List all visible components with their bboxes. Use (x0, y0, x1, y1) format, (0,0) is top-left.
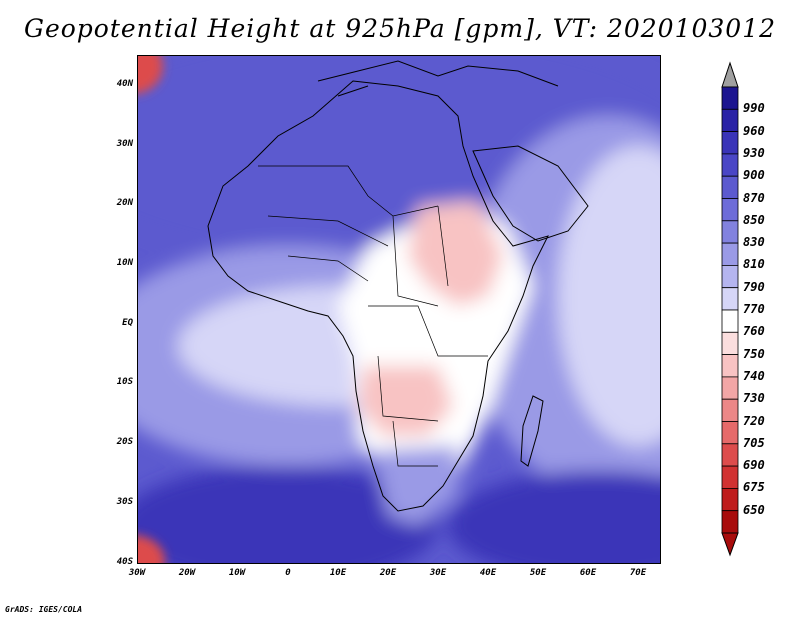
lon-label: 50E (529, 568, 547, 578)
lat-label: EQ (122, 318, 133, 328)
colorbar-swatch (721, 354, 739, 378)
colorbar-level-label: 760 (743, 324, 765, 339)
colorbar-level-label: 730 (743, 391, 765, 406)
colorbar-swatch (721, 331, 739, 355)
colorbar-swatch (721, 309, 739, 333)
colorbar-swatch (721, 220, 739, 244)
colorbar-swatch (721, 421, 739, 445)
colorbar-level-label: 870 (743, 190, 765, 205)
sw-corner-low (138, 535, 165, 563)
nw-corner-low (138, 56, 163, 94)
colorbar-bottom-arrow (721, 532, 739, 557)
lon-label: 30E (429, 568, 447, 578)
colorbar-level-label: 770 (743, 302, 765, 316)
colorbar-swatch (721, 465, 739, 489)
colorbar-level-label: 675 (743, 480, 765, 495)
lon-label: 60E (579, 568, 597, 578)
colorbar-level-label: 810 (743, 257, 765, 272)
lon-label: 10W (228, 568, 246, 578)
arabia-coastline (472, 145, 589, 242)
map-panel (137, 55, 661, 564)
lat-label: 30N (116, 139, 133, 149)
lat-label: 20S (116, 437, 133, 447)
colorbar-level-label: 650 (743, 502, 765, 517)
colorbar-swatch (721, 108, 739, 133)
africa-coastline (207, 80, 549, 512)
colorbar-level-label: 990 (743, 101, 765, 116)
colorbar-swatch (721, 242, 739, 266)
lat-label: 40S (116, 557, 133, 567)
madagascar-coastline (520, 395, 544, 467)
colorbar-swatch (721, 86, 739, 110)
europe-coastline (317, 60, 559, 97)
lon-label: 20W (178, 568, 196, 578)
colorbar-top-arrow (721, 61, 739, 88)
lat-label: 40N (116, 79, 133, 89)
lon-label: 10E (329, 568, 347, 578)
colorbar-swatch (721, 264, 739, 289)
south-atlantic-high (138, 466, 438, 563)
lat-label: 20N (116, 198, 133, 208)
lat-label: 10S (116, 377, 133, 387)
colorbar-level-label: 705 (743, 435, 765, 450)
country-borders (258, 165, 488, 467)
height-field-layers (138, 56, 660, 563)
colorbar-level-label: 740 (743, 368, 765, 383)
colorbar-level-label: 690 (743, 458, 765, 473)
lon-label: 30W (128, 568, 146, 578)
colorbar-level-label: 900 (743, 168, 765, 183)
lon-label: 20E (379, 568, 397, 578)
ethiopia-low-field (408, 201, 503, 306)
colorbar-swatch (721, 153, 739, 177)
colorbar-swatch (721, 175, 739, 199)
colorbar-swatch (721, 487, 739, 512)
geopotential-map (138, 56, 660, 563)
lon-label: 70E (629, 568, 647, 578)
lon-label: 0 (285, 568, 291, 578)
colorbar-boxes (721, 61, 739, 557)
colorbar-level-label: 960 (743, 123, 765, 138)
colorbar-swatch (721, 398, 739, 422)
lat-label: 10N (116, 258, 133, 268)
corner-lows (138, 56, 165, 563)
colorbar-level-label: 720 (743, 413, 765, 428)
colorbar-level-label: 790 (743, 279, 765, 294)
map-title: Geopotential Height at 925hPa [gpm], VT:… (23, 14, 777, 43)
colorbar-swatch (721, 510, 739, 534)
colorbar-swatch (721, 443, 739, 467)
colorbar-swatch (721, 287, 739, 311)
colorbar-level-label: 930 (743, 145, 765, 160)
colorbar-swatch (721, 131, 739, 155)
colorbar-swatch (721, 198, 739, 222)
colorbar-level-label: 850 (743, 212, 765, 227)
colorbar-swatch (721, 376, 739, 400)
colorbar-level-label: 750 (743, 346, 765, 361)
south-indian-high (448, 471, 660, 563)
lon-label: 40E (479, 568, 497, 578)
south-central-low-field (358, 366, 453, 436)
grads-credit: GrADS: IGES/COLA (5, 605, 83, 614)
lat-label: 30S (116, 497, 133, 507)
indian-pale-band (558, 146, 660, 446)
colorbar-level-label: 830 (743, 235, 765, 250)
